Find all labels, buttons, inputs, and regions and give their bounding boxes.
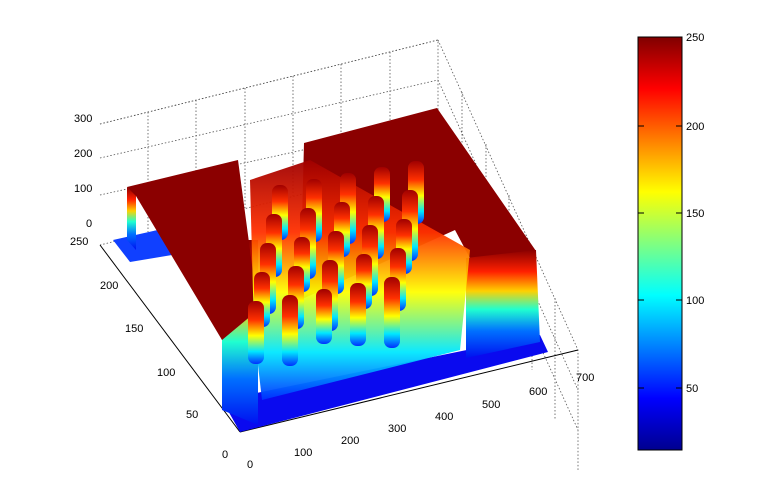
x-tick-label: 700: [576, 372, 594, 384]
x-tick-labels: 0 100 200 300 400 500 600 700: [247, 372, 594, 471]
x-tick-label: 400: [435, 411, 453, 423]
colorbar-tick-label: 200: [686, 121, 704, 133]
bump-peak: [384, 277, 400, 348]
bump-peak: [316, 289, 332, 344]
x-tick-label: 100: [294, 447, 312, 459]
z-tick-label: 0: [86, 218, 92, 230]
x-tick-label: 600: [529, 386, 547, 398]
bump-peak: [248, 301, 264, 364]
y-tick-label: 150: [125, 323, 143, 335]
y-tick-label: 100: [157, 367, 175, 379]
colorbar-tick-label: 250: [686, 32, 704, 44]
surface: [113, 108, 548, 432]
bump-peaks: [248, 161, 424, 366]
colorbar-tick-label: 150: [686, 208, 704, 220]
surface-floor: [222, 335, 548, 432]
y-tick-label: 200: [100, 280, 118, 292]
bump-peak: [282, 295, 298, 366]
x-tick-label: 500: [482, 399, 500, 411]
z-tick-label: 300: [74, 113, 92, 125]
colorbar-tick-label: 50: [686, 383, 698, 395]
colorbar: 250 200 150 100 50: [637, 32, 704, 451]
y-tick-labels: 0 50 100 150 200 250: [70, 236, 228, 461]
left-plateau-top: [127, 160, 258, 340]
colorbar-tick-label: 100: [686, 295, 704, 307]
z-tick-label: 100: [74, 183, 92, 195]
x-tick-label: 200: [341, 435, 359, 447]
y-tick-label: 250: [70, 236, 88, 248]
x-tick-label: 300: [388, 423, 406, 435]
left-plateau-wall: [127, 187, 136, 250]
z-tick-label: 200: [74, 148, 92, 160]
x-tick-label: 0: [247, 459, 253, 471]
bump-peak: [350, 283, 366, 346]
y-tick-label: 50: [186, 409, 198, 421]
z-tick-labels: 0 100 200 300: [74, 113, 92, 230]
axes-lines: [99, 244, 579, 433]
colorbar-gradient: [637, 36, 683, 451]
right-plateau-front: [466, 250, 540, 358]
y-tick-label: 0: [222, 449, 228, 461]
